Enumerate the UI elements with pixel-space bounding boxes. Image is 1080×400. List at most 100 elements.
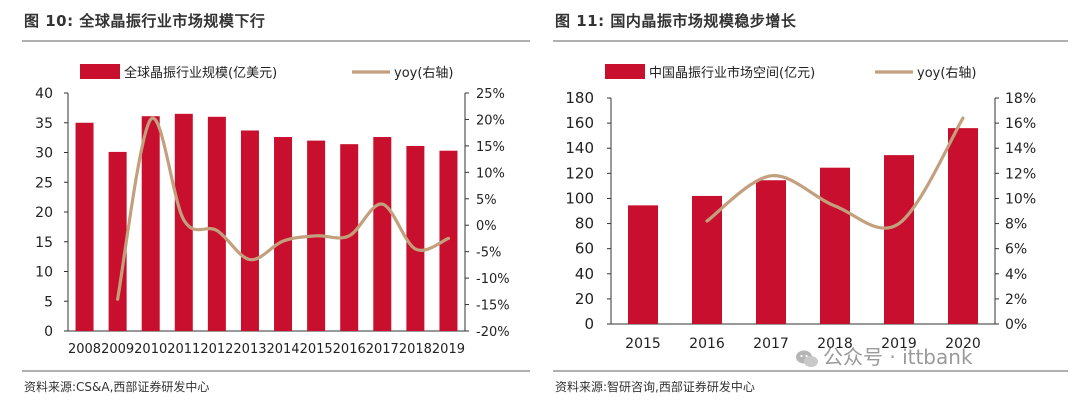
x-tick-label: 2017 — [366, 342, 399, 357]
y-left-tick-label: 15 — [35, 235, 53, 251]
chart-panel-domestic: 图 11: 国内晶振市场规模稳步增长 0 20 40 60 80 100 120 140 160… — [545, 0, 1080, 400]
x-tick-label: 2019 — [432, 342, 465, 357]
y-right-tick-label: 12% — [1005, 166, 1036, 182]
bar-2017 — [756, 180, 786, 324]
source-note: 资料来源:智研咨询,西部证券研发中心 — [555, 380, 755, 394]
y-right-tick-label: 25% — [476, 87, 505, 102]
global-crystal-market-chart: 0 5 10 15 20 25 30 35 40 -20% -15% -10% -5% 0% 5% 10% 15… — [35, 64, 510, 357]
source-rule — [22, 370, 530, 372]
x-tick-label: 2010 — [134, 342, 167, 357]
bar-2013 — [240, 130, 259, 331]
yoy-line — [705, 116, 965, 230]
x-tick-label: 2012 — [200, 342, 233, 357]
watermark-text: 公众号 · ittbank — [823, 345, 973, 369]
yoy-line — [116, 116, 451, 301]
y-left-tick-label: 0 — [584, 315, 594, 333]
bar-2016 — [692, 195, 722, 324]
bar-2016 — [340, 144, 359, 331]
y-left-tick-label: 20 — [35, 205, 53, 221]
legend-line-label: yoy(右轴) — [394, 66, 453, 81]
bar-2018 — [820, 167, 850, 324]
chart-title-global: 图 10: 全球晶振行业市场规模下行 — [24, 10, 265, 31]
y-left-tick-label: 160 — [565, 114, 594, 132]
legend-line-label: yoy(右轴) — [917, 66, 976, 81]
x-tick-label: 2018 — [817, 336, 853, 352]
title-rule — [553, 40, 1068, 42]
bar-2010 — [141, 116, 160, 331]
x-tick-label: 2016 — [333, 342, 366, 357]
y-left-tick-label: 180 — [565, 89, 594, 107]
bar-2019 — [884, 155, 914, 324]
y-left-tick-label: 5 — [44, 294, 53, 310]
y-right-tick-label: 10% — [1005, 191, 1036, 207]
y-right-tick-label: 15% — [476, 140, 505, 155]
title-rule — [22, 40, 530, 42]
y-left-tick-label: 100 — [565, 189, 594, 207]
y-left-tick-label: 80 — [575, 215, 594, 233]
bar-2020 — [948, 128, 978, 324]
source-rule — [553, 370, 1068, 372]
y-left-tick-label: 30 — [35, 146, 53, 162]
legend-bar-swatch — [605, 64, 645, 79]
figure-label: 图 11: — [555, 12, 605, 30]
bar-2018 — [406, 145, 425, 331]
y-right-tick-label: -5% — [476, 246, 501, 261]
watermark: 公众号 · ittbank — [795, 341, 973, 370]
chart-panel-global: 图 10: 全球晶振行业市场规模下行 0 5 10 15 20 25 30 35 40 -20% -… — [22, 10, 530, 394]
wechat-icon — [796, 350, 818, 367]
x-tick-label: 2018 — [399, 342, 432, 357]
figure-label: 图 10: — [24, 12, 74, 30]
figure-title: 全球晶振行业市场规模下行 — [79, 12, 266, 30]
bar-2009 — [108, 151, 127, 331]
y-right-tick-label: 20% — [476, 113, 505, 128]
y-right-tick-label: 2% — [1005, 292, 1027, 308]
y-right-tick-label: 18% — [1005, 91, 1036, 107]
y-left-tick-label: 25 — [35, 175, 53, 191]
figure-title: 国内晶振市场规模稳步增长 — [610, 12, 797, 30]
x-tick-label: 2017 — [753, 336, 789, 352]
y-left-tick-label: 140 — [565, 139, 594, 157]
bar-2014 — [274, 137, 293, 331]
bar-2017 — [373, 137, 392, 331]
domestic-crystal-market-chart: 0 20 40 60 80 100 120 140 160 180 0% 2% 4% 6% 8% 10% 12%… — [565, 64, 1036, 352]
y-right-tick-label: 0% — [1005, 317, 1027, 333]
y-right-tick-label: 5% — [476, 193, 497, 208]
bar-2015 — [628, 205, 658, 324]
y-left-tick-label: 0 — [44, 324, 53, 340]
y-right-tick-label: 6% — [1005, 242, 1027, 258]
x-tick-label: 2020 — [945, 336, 981, 352]
y-right-tick-label: 0% — [476, 219, 497, 234]
bar-2008 — [75, 122, 94, 331]
bar-2019 — [439, 150, 458, 331]
y-right-tick-label: 14% — [1005, 141, 1036, 157]
chart-title-domestic: 图 11: 国内晶振市场规模稳步增长 — [555, 10, 796, 31]
x-tick-label: 2014 — [266, 342, 299, 357]
x-tick-label: 2019 — [881, 336, 917, 352]
y-right-tick-label: 10% — [476, 166, 505, 181]
legend-bar-label: 全球晶振行业规模(亿美元) — [124, 65, 277, 81]
y-right-tick-label: -15% — [476, 299, 510, 314]
y-right-tick-label: 8% — [1005, 217, 1027, 233]
y-right-tick-label: -20% — [476, 325, 510, 340]
x-tick-label: 2015 — [300, 342, 333, 357]
bar-2012 — [207, 116, 226, 331]
x-tick-label: 2013 — [233, 342, 266, 357]
source-note: 资料来源:CS&A,西部证券研发中心 — [24, 380, 210, 394]
y-right-tick-label: -10% — [476, 272, 510, 287]
y-left-tick-label: 35 — [35, 116, 53, 132]
x-tick-label: 2015 — [625, 336, 661, 352]
x-tick-label: 2009 — [101, 342, 134, 357]
y-right-tick-label: 4% — [1005, 267, 1027, 283]
x-tick-label: 2011 — [167, 342, 200, 357]
y-left-tick-label: 40 — [35, 86, 53, 102]
y-left-tick-label: 120 — [565, 164, 594, 182]
y-left-tick-label: 20 — [575, 290, 594, 308]
y-left-tick-label: 10 — [35, 265, 53, 281]
x-tick-label: 2016 — [689, 336, 725, 352]
y-right-tick-label: 16% — [1005, 116, 1036, 132]
legend-bar-label: 中国晶振行业市场空间(亿元) — [649, 65, 815, 81]
y-left-tick-label: 40 — [575, 265, 594, 283]
x-tick-label: 2008 — [68, 342, 101, 357]
y-left-tick-label: 60 — [575, 240, 594, 258]
legend-bar-swatch — [80, 64, 120, 79]
